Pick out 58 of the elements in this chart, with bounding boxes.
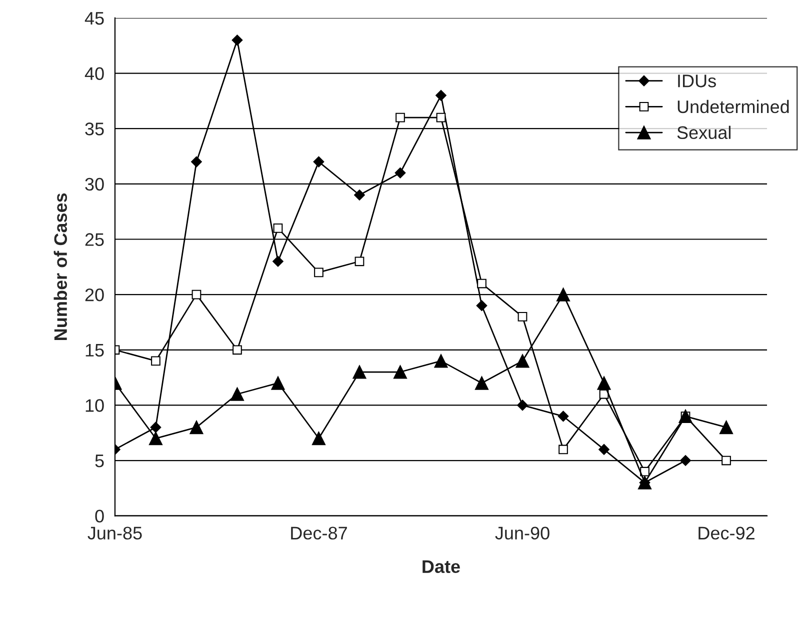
x-tick-label: Dec-87 [291,526,347,540]
point [597,376,611,390]
y-tick-label: 25 [85,233,104,246]
point [436,112,446,122]
x-tick-label: Jun-90 [495,526,550,540]
point [230,387,244,401]
y-tick-label: 5 [95,454,104,468]
point [558,410,569,422]
point [354,256,364,266]
point [148,432,162,446]
y-tick-label: 30 [85,178,104,191]
point [312,432,326,446]
y-tick-label: 45 [84,12,104,25]
point [476,300,488,312]
point [640,466,650,476]
point [273,224,283,233]
point [232,34,243,46]
point [722,456,731,466]
y-axis-title: Number of Cases [54,193,68,340]
point [314,268,324,278]
point [352,365,366,379]
y-tick-label: 35 [85,122,104,136]
point [719,420,734,434]
point [598,444,610,455]
point [354,190,365,200]
point [313,156,324,168]
point [516,354,530,368]
x-tick-label: Dec-92 [698,526,754,540]
point [191,156,202,168]
legend-label: IDUs [678,74,716,88]
point [474,376,489,390]
legend-label: Sexual [677,126,730,140]
point [192,290,202,300]
y-tick-label: 40 [84,67,104,80]
x-axis-title: Date [422,560,460,574]
point [232,345,242,355]
point [680,455,691,466]
point [151,356,160,366]
point [556,288,570,302]
y-tick-label: 20 [85,288,104,302]
point [436,90,446,101]
point [393,365,408,379]
point [396,112,405,122]
y-tick-label: 10 [86,399,104,412]
point [272,256,284,267]
point [271,376,285,390]
legend-label: Undetermined [678,100,789,114]
point [190,420,204,434]
point [434,354,448,368]
point [518,312,528,322]
point [477,278,486,288]
point [517,400,528,411]
y-tick-label: 15 [86,344,104,357]
y-tick-label: 0 [95,510,104,523]
point [558,444,568,454]
point [150,422,162,433]
point [394,167,406,178]
x-tick-label: Jun-85 [88,526,142,540]
